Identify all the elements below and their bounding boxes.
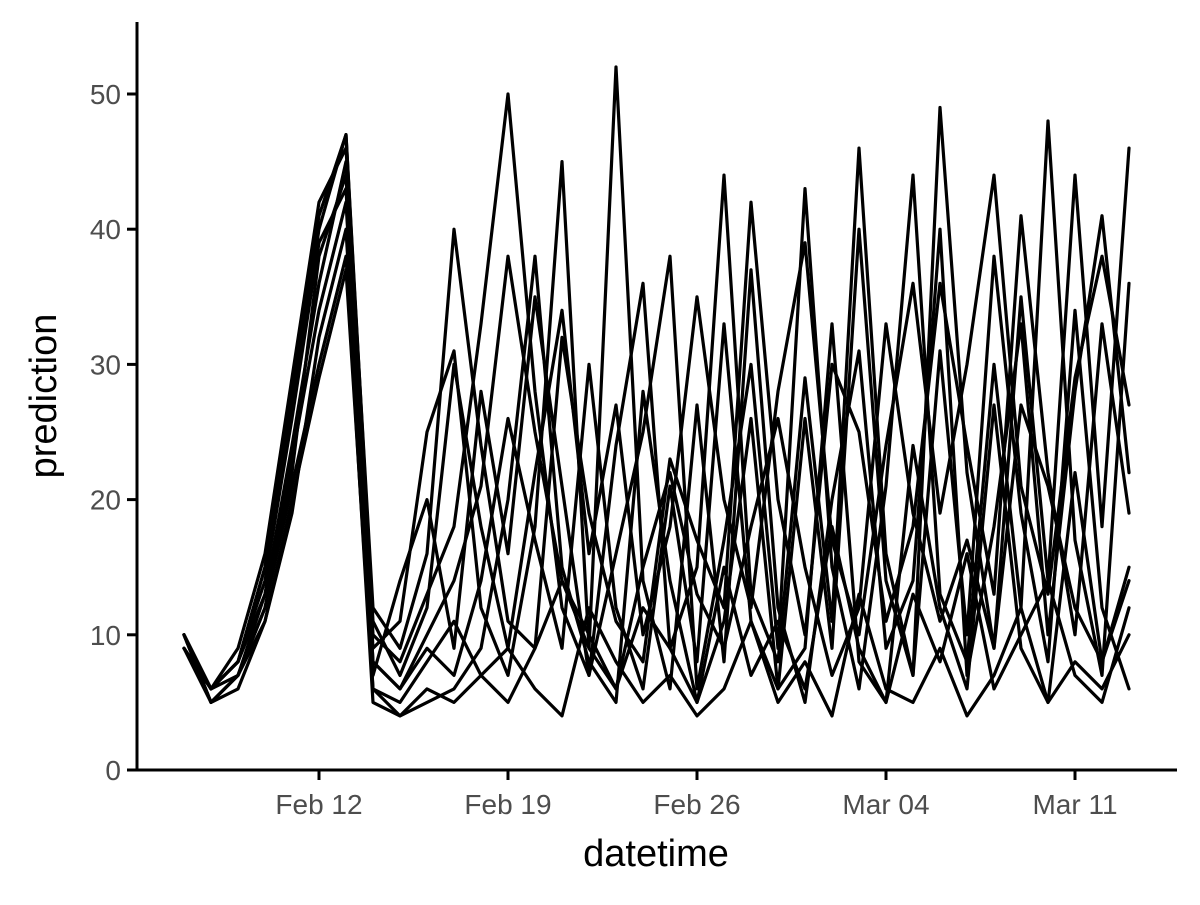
y-tick-label: 10: [90, 620, 121, 651]
series-line-9: [182, 268, 1131, 705]
y-tick-label: 20: [90, 485, 121, 516]
y-axis-title: prediction: [23, 314, 65, 479]
y-axis-ticks: 0 10 20 30 40 50: [90, 79, 137, 786]
series-lines: [182, 65, 1131, 718]
x-tick-label: Feb 26: [653, 789, 740, 820]
x-tick-label: Mar 04: [842, 789, 929, 820]
axes: [135, 22, 1177, 772]
x-axis-ticks: Feb 12 Feb 19 Feb 26 Mar 04 Mar 11: [275, 770, 1118, 820]
series-line-2: [182, 92, 1131, 691]
series-line-6: [182, 254, 1131, 718]
series-line-3: [182, 227, 1131, 718]
y-tick-label: 0: [105, 755, 121, 786]
x-axis-title: datetime: [583, 833, 729, 875]
y-tick-label: 30: [90, 349, 121, 380]
series-line-8: [182, 200, 1131, 691]
y-tick-label: 40: [90, 214, 121, 245]
x-tick-label: Feb 12: [275, 789, 362, 820]
series-line-5: [182, 119, 1131, 691]
x-tick-label: Mar 11: [1032, 789, 1117, 820]
series-line-4: [182, 65, 1131, 705]
series-line-10: [182, 133, 1131, 691]
y-tick-label: 50: [90, 79, 121, 110]
series-line-7: [182, 146, 1131, 691]
x-tick-label: Feb 19: [464, 789, 551, 820]
